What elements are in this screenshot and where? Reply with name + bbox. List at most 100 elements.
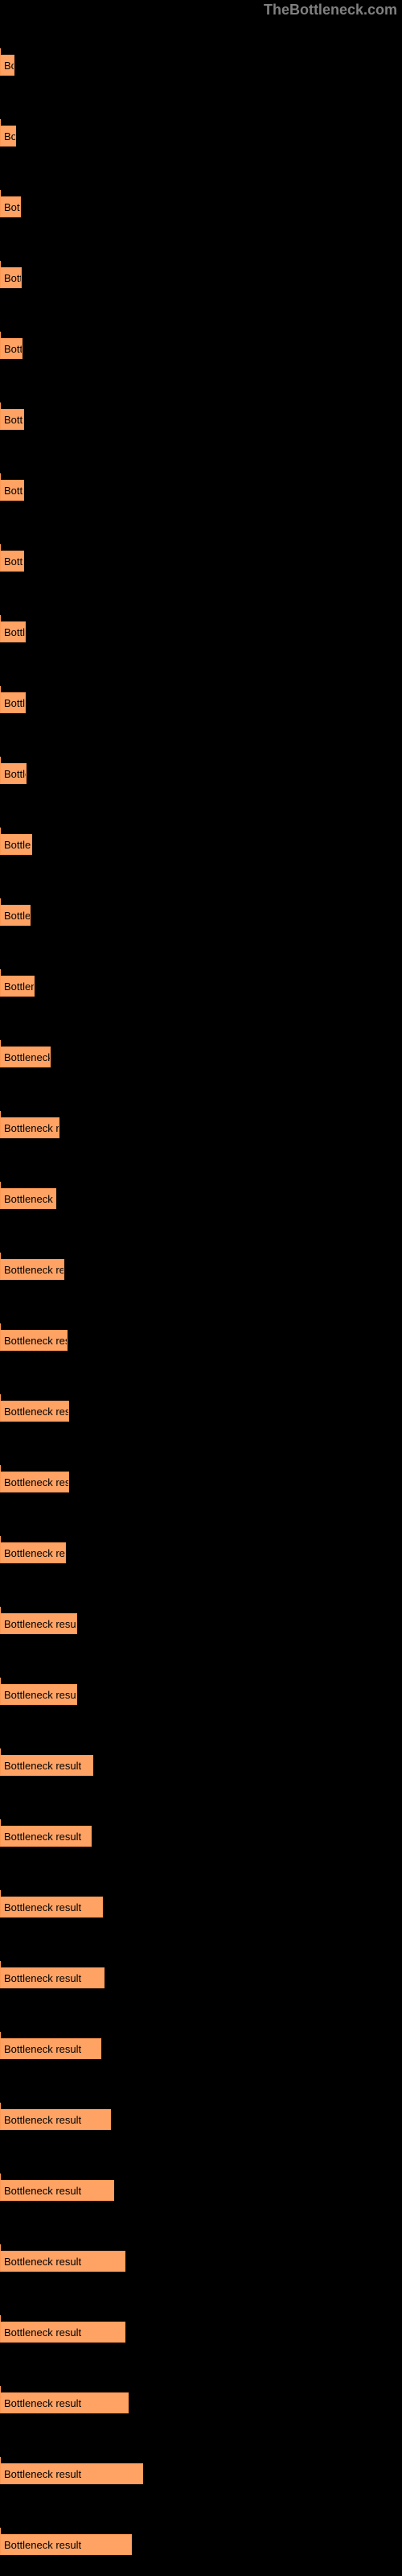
chart-row: Bottle: [0, 660, 402, 731]
bar-value-label: Bottleneck result: [4, 1901, 81, 1913]
chart-row: Bottleneck result: [0, 1439, 402, 1510]
axis-tick: [0, 119, 1, 126]
bar: Bottle: [0, 409, 24, 430]
bar: Bottleneck result: [0, 1330, 68, 1351]
bar-value-label: Bottleneck r: [4, 1051, 50, 1063]
bar: Bottleneck result: [0, 2392, 129, 2413]
bar: Bottleneck result: [0, 1967, 105, 1988]
axis-tick: [0, 402, 1, 409]
bar: Bottleneck result: [0, 1897, 103, 1918]
bar-value-label: Bottleneck result: [4, 1760, 81, 1772]
axis-tick: [0, 2244, 1, 2251]
axis-tick: [0, 1819, 1, 1826]
bar: Bottleneck result: [0, 1613, 77, 1634]
chart-row: Bottleneck result: [0, 1298, 402, 1368]
axis-tick: [0, 615, 1, 621]
axis-tick: [0, 828, 1, 834]
chart-row: Bottlene: [0, 802, 402, 873]
chart-row: Bottleneck result: [0, 1723, 402, 1794]
axis-tick: [0, 969, 1, 976]
bar: Bottlene: [0, 834, 32, 855]
bar: Bottle: [0, 692, 26, 713]
bar-value-label: Bottleneck result: [4, 1972, 81, 1984]
axis-tick: [0, 1182, 1, 1188]
axis-tick: [0, 686, 1, 692]
chart-row: Bottle: [0, 589, 402, 660]
bar: Bo: [0, 55, 14, 76]
axis-tick: [0, 1040, 1, 1046]
bar-value-label: Bottle: [4, 626, 25, 638]
axis-tick: [0, 544, 1, 551]
bar-value-label: Bottleneck result: [4, 2326, 81, 2339]
bar-chart: BoBotBottBottBottlBottleBottlBottlBottle…: [0, 0, 402, 2573]
bar-value-label: Bottleneck result: [4, 2043, 81, 2055]
axis-tick: [0, 2528, 1, 2534]
bar-value-label: Bottle: [4, 414, 23, 426]
bar-value-label: Bottleneck result: [4, 1476, 68, 1488]
chart-row: Bottleneck resu: [0, 1085, 402, 1156]
axis-tick: [0, 2457, 1, 2463]
bar: Bottleneck result: [0, 2463, 143, 2484]
bar-value-label: Bottleneck result: [4, 2468, 81, 2480]
bar-value-label: Bott: [4, 201, 20, 213]
bar-value-label: Bottleneck result: [4, 2114, 81, 2126]
axis-tick: [0, 1536, 1, 1542]
bar: Bottleneck result: [0, 1755, 93, 1776]
chart-row: Bott: [0, 235, 402, 306]
bar-value-label: Bo: [4, 60, 14, 72]
chart-row: Bottle: [0, 377, 402, 448]
bar-value-label: Bottleneck result: [4, 2539, 81, 2551]
bar-value-label: Bottleneck result: [4, 1406, 68, 1418]
bar-value-label: Bottleneck res: [4, 1193, 55, 1205]
bar-value-label: Bottleneck result: [4, 2185, 81, 2197]
axis-tick: [0, 2174, 1, 2180]
axis-tick: [0, 757, 1, 763]
chart-row: Bottleneck result: [0, 1652, 402, 1723]
bar-value-label: Bottlene: [4, 839, 31, 851]
bar: Bottl: [0, 338, 23, 359]
chart-row: Bottleneck result: [0, 1227, 402, 1298]
bar: Bott: [0, 267, 22, 288]
chart-row: Bottleneck result: [0, 2148, 402, 2219]
bar-value-label: Bottleneck result: [4, 1264, 64, 1276]
axis-tick: [0, 2386, 1, 2392]
bar: Bottle: [0, 763, 27, 784]
bar-value-label: Bottlene: [4, 980, 34, 993]
bar-value-label: Bottleneck result: [4, 1689, 76, 1701]
chart-row: Bott: [0, 164, 402, 235]
axis-tick: [0, 1678, 1, 1684]
axis-tick: [0, 1323, 1, 1330]
chart-row: Bottleneck r: [0, 1014, 402, 1085]
axis-tick: [0, 1748, 1, 1755]
chart-row: Bottleneck result: [0, 1935, 402, 2006]
axis-tick: [0, 190, 1, 196]
bar-value-label: Bottl: [4, 555, 23, 568]
bar-value-label: Bottleneck result: [4, 2397, 81, 2409]
bar-value-label: Bottlen: [4, 910, 30, 922]
bar-value-label: Bottleneck resul: [4, 1547, 65, 1559]
axis-tick: [0, 1465, 1, 1472]
bar: Bottl: [0, 551, 24, 572]
axis-tick: [0, 1253, 1, 1259]
axis-tick: [0, 2315, 1, 2322]
bar-value-label: Bottleneck result: [4, 1831, 81, 1843]
watermark: TheBottleneck.com: [264, 2, 397, 19]
bar-value-label: Bottle: [4, 697, 25, 709]
chart-row: Bot: [0, 93, 402, 164]
axis-tick: [0, 898, 1, 905]
bar-value-label: Bottleneck result: [4, 1618, 76, 1630]
chart-row: Bottlene: [0, 943, 402, 1014]
axis-tick: [0, 48, 1, 55]
bar: Bottleneck result: [0, 2534, 132, 2555]
axis-tick: [0, 1111, 1, 1117]
axis-tick: [0, 1394, 1, 1401]
chart-row: Bottleneck res: [0, 1156, 402, 1227]
chart-row: Bottleneck result: [0, 2289, 402, 2360]
bar: Bottleneck result: [0, 1472, 69, 1492]
chart-row: Bottleneck result: [0, 1864, 402, 1935]
chart-row: Bottle: [0, 731, 402, 802]
bar: Bottleneck resul: [0, 1542, 66, 1563]
bar-value-label: Bottleneck result: [4, 1335, 67, 1347]
chart-row: Bottleneck result: [0, 1794, 402, 1864]
axis-tick: [0, 473, 1, 480]
